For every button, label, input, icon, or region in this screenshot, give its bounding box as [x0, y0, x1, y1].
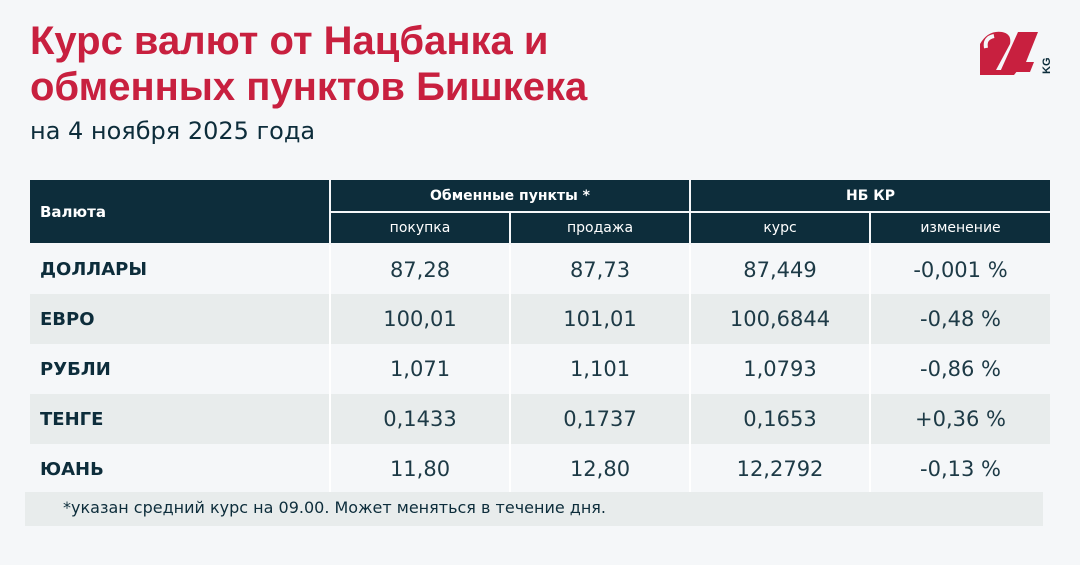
- table-row: РУБЛИ 1,071 1,101 1,0793 -0,86 %: [30, 344, 1050, 394]
- sell-value: 87,73: [509, 244, 690, 294]
- sell-value: 12,80: [509, 444, 690, 494]
- buy-value: 100,01: [329, 294, 510, 344]
- currency-name: ЕВРО: [30, 294, 330, 344]
- header-nbkr: НБ КР: [689, 180, 1050, 213]
- page-subtitle: на 4 ноября 2025 года: [30, 117, 316, 145]
- buy-value: 87,28: [329, 244, 510, 294]
- nb-change-value: -0,86 %: [869, 344, 1050, 394]
- footnote: *указан средний курс на 09.00. Может мен…: [25, 492, 1043, 526]
- header-exchange-points: Обменные пункты *: [329, 180, 691, 213]
- table-row: ЮАНЬ 11,80 12,80 12,2792 -0,13 %: [30, 444, 1050, 494]
- currency-name: РУБЛИ: [40, 358, 111, 380]
- header-currency: Валюта: [30, 180, 331, 245]
- header-buy: покупка: [329, 212, 511, 245]
- buy-value: 1,071: [329, 344, 510, 394]
- currency-table: Валюта Обменные пункты * НБ КР покупка п…: [30, 180, 1050, 494]
- nb-rate-value: 87,449: [689, 244, 870, 294]
- page-title: Курс валют от Нацбанка и обменных пункто…: [30, 19, 588, 109]
- sell-value: 0,1737: [509, 394, 690, 444]
- currency-name: ДОЛЛАРЫ: [40, 259, 148, 280]
- nb-rate-value: 12,2792: [689, 444, 870, 494]
- currency-name: ЮАНЬ: [40, 458, 104, 480]
- nb-change-value: -0,13 %: [869, 444, 1050, 494]
- nb-change-value: +0,36 %: [869, 394, 1050, 444]
- header-change: изменение: [869, 212, 1050, 245]
- buy-value: 11,80: [329, 444, 510, 494]
- currency-name: ТЕНГЕ: [30, 394, 330, 444]
- nb-rate-value: 1,0793: [689, 344, 870, 394]
- nb-rate-value: 100,6844: [689, 294, 870, 344]
- nb-change-value: -0,001 %: [869, 244, 1050, 294]
- table-row: ЕВРО 100,01 101,01 100,6844 -0,48 %: [30, 294, 1050, 344]
- header-sell: продажа: [509, 212, 691, 245]
- sell-value: 1,101: [509, 344, 690, 394]
- table-row: ДОЛЛАРЫ 87,28 87,73 87,449 -0,001 %: [30, 244, 1050, 294]
- buy-value: 0,1433: [329, 394, 510, 444]
- sell-value: 101,01: [509, 294, 690, 344]
- svg-text:KG: KG: [1041, 58, 1053, 75]
- 24kg-logo: KG: [980, 31, 1053, 75]
- nb-change-value: -0,48 %: [869, 294, 1050, 344]
- nb-rate-value: 0,1653: [689, 394, 870, 444]
- table-row: ТЕНГЕ 0,1433 0,1737 0,1653 +0,36 %: [30, 394, 1050, 444]
- header-rate: курс: [689, 212, 871, 245]
